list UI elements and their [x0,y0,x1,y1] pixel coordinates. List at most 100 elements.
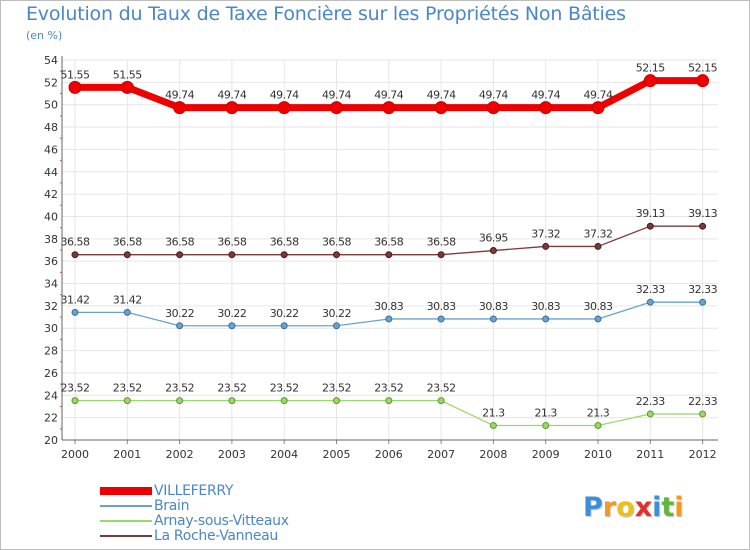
data-label-villeferry: 49.74 [531,89,560,102]
data-point-brain [699,298,707,306]
data-labels: 51.55 51.55 49.74 49.74 49.74 49.74 49.74 49.74… [61,62,719,420]
y-tick-label: 42 [44,188,58,201]
data-label-villeferry: 49.74 [427,89,456,102]
legend-label: VILLEFERRY [154,483,234,499]
data-label-brain: 31.42 [61,293,90,306]
data-label-villeferry: 49.74 [374,89,403,102]
y-tick-label: 46 [44,143,58,156]
data-label-villeferry: 49.74 [584,89,613,102]
series-la-roche-vanneau [71,222,707,259]
data-point-villeferry [382,101,396,115]
legend-label: Brain [154,498,190,514]
y-tick-label: 34 [44,278,58,291]
data-label-villeferry: 49.74 [217,89,246,102]
data-label-villeferry: 52.15 [636,62,665,75]
data-point-brain [123,308,131,316]
data-label-villeferry: 49.74 [479,89,508,102]
data-label-la-roche-vanneau: 36.58 [165,236,194,249]
data-label-la-roche-vanneau: 36.58 [374,236,403,249]
x-tick-label: 2001 [113,448,141,461]
logo-letter: t [661,492,675,523]
data-point-villeferry [277,101,291,115]
data-label-brain: 31.42 [113,293,142,306]
data-point-arnay-sous-vitteaux [385,397,393,405]
data-label-la-roche-vanneau: 36.58 [217,236,246,249]
data-point-villeferry [330,101,343,115]
data-point-arnay-sous-vitteaux [594,421,602,429]
data-label-la-roche-vanneau: 39.13 [688,207,717,220]
series-villeferry [68,74,710,115]
data-label-la-roche-vanneau: 36.58 [322,236,351,249]
series-arnay-sous-vitteaux [71,397,707,429]
y-tick-label: 52 [44,76,58,89]
data-point-arnay-sous-vitteaux [437,397,445,405]
data-label-la-roche-vanneau: 36.95 [479,232,508,245]
x-tick-label: 2005 [323,448,351,461]
data-point-arnay-sous-vitteaux [699,410,707,418]
data-point-la-roche-vanneau [228,251,236,259]
data-label-arnay-sous-vitteaux: 21.3 [482,406,505,419]
data-label-brain: 30.22 [165,307,194,320]
y-tick-label: 30 [44,322,58,335]
data-point-villeferry [434,101,448,115]
logo-letter: r [602,492,617,523]
data-point-la-roche-vanneau [123,251,131,259]
y-tick-label: 38 [44,233,58,246]
data-point-brain [437,315,445,323]
data-point-brain [542,315,550,323]
y-tick-label: 54 [44,54,58,67]
chart-title: Evolution du Taux de Taxe Foncière sur l… [26,3,626,25]
data-label-brain: 30.22 [322,307,351,320]
x-tick-label: 2002 [166,448,194,461]
legend-swatch [100,535,152,537]
data-point-brain [489,315,497,323]
legend-swatch [100,505,152,507]
data-point-villeferry [173,101,187,115]
data-label-arnay-sous-vitteaux: 21.3 [534,406,557,419]
data-label-villeferry: 49.74 [270,89,299,102]
data-point-brain [176,322,184,330]
data-label-brain: 30.22 [217,307,246,320]
data-point-arnay-sous-vitteaux [646,410,654,418]
data-point-la-roche-vanneau [542,242,550,250]
x-tick-label: 2006 [375,448,403,461]
chart-subtitle: (en %) [26,29,63,42]
series-group [68,74,710,429]
legend-swatch [100,487,152,495]
data-point-arnay-sous-vitteaux [71,397,79,405]
logo-letter: P [583,492,603,523]
y-tick-label: 44 [44,166,58,179]
legend-swatch [100,520,152,522]
data-label-brain: 30.83 [374,300,403,313]
data-point-brain [71,308,79,316]
data-label-la-roche-vanneau: 36.58 [61,236,90,249]
data-label-la-roche-vanneau: 36.58 [427,236,456,249]
y-tick-label: 20 [44,434,58,447]
data-point-la-roche-vanneau [699,222,707,230]
data-point-brain [333,322,340,330]
logo-letter: i [674,492,684,523]
x-tick-label: 2012 [689,448,717,461]
data-point-brain [594,315,602,323]
data-label-arnay-sous-vitteaux: 23.52 [61,382,90,395]
y-tick-label: 28 [44,345,58,358]
data-point-villeferry [539,101,553,115]
logo-letter: i [652,492,662,523]
x-tick-label: 2004 [270,448,298,461]
data-label-arnay-sous-vitteaux: 23.52 [322,382,351,395]
data-label-brain: 30.22 [270,307,299,320]
legend-label: Arnay-sous-Vitteaux [154,513,289,529]
logo-letter: x [634,492,653,523]
y-tick-label: 32 [44,300,58,313]
x-tick-label: 2010 [584,448,612,461]
y-tick-label: 50 [44,99,58,112]
data-label-la-roche-vanneau: 37.32 [531,227,560,240]
y-tick-label: 24 [44,389,58,402]
data-label-arnay-sous-vitteaux: 23.52 [217,382,246,395]
data-label-brain: 32.33 [688,283,717,296]
data-point-brain [228,322,236,330]
x-tick-label: 2009 [532,448,560,461]
data-point-arnay-sous-vitteaux [542,421,550,429]
data-point-arnay-sous-vitteaux [280,397,288,405]
y-tick-label: 36 [44,255,58,268]
